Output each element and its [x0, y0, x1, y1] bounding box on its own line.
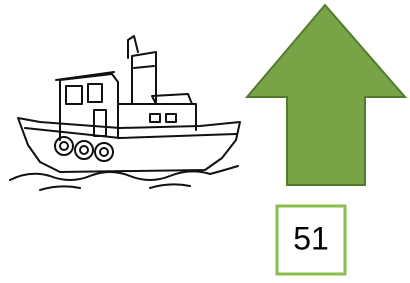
page: 51 (() => { const data = JSON.parse(docu… — [0, 0, 410, 283]
up-arrow[interactable] — [247, 5, 405, 185]
counter-text: 51 — [293, 220, 329, 256]
scene: 51 — [0, 0, 410, 283]
boat-illustration — [10, 36, 240, 190]
